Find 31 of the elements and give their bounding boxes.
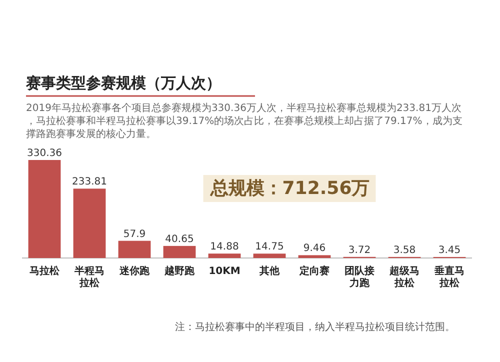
data-label: 14.88 [210, 242, 239, 253]
x-tick-label: 垂直马拉松 [434, 265, 464, 289]
x-tick-label: 定向赛 [298, 265, 330, 277]
bar [298, 255, 331, 258]
x-tick-label: 其他 [258, 265, 280, 277]
bar [208, 254, 241, 258]
data-label: 3.58 [393, 244, 416, 256]
chart-subtitle: 2019年马拉松赛事各个项目总参赛规模为330.36万人次，半程马拉松赛事总规模为233.81万人次，马拉松赛事和半程马拉松赛事以39.17%的场次占比，在赛事总规模上却占据了79.17%，成为支撑路跑赛事发展的核心力量。 [26, 102, 462, 140]
chart-title: 赛事类型参赛规模（万人次） [25, 74, 221, 92]
annotation: 总规模：712.56万 [209, 178, 370, 199]
bar [28, 160, 61, 258]
x-tick-label: 团队接力跑 [344, 265, 374, 289]
data-label: 330.36 [27, 148, 62, 159]
bar [73, 188, 106, 258]
bar [118, 240, 151, 258]
bar [253, 254, 286, 258]
x-tick-label: 超级马拉松 [388, 265, 420, 289]
text: 注：马拉松赛事中的半程项目，纳入半程马拉松项目统计范围。 [175, 321, 455, 333]
bar [163, 246, 196, 258]
x-tick-label: 半程马拉松 [74, 265, 104, 289]
x-tick-label: 马拉松 [30, 265, 60, 277]
data-label: 3.72 [348, 244, 371, 256]
data-label: 14.75 [255, 242, 284, 253]
x-tick-label: 越野跑 [164, 265, 196, 277]
data-label: 233.81 [72, 176, 107, 188]
data-label: 9.46 [303, 243, 326, 254]
data-label: 40.65 [165, 234, 194, 245]
x-tick-label: 10KM [208, 266, 240, 277]
data-label: 57.9 [123, 228, 146, 240]
data-label: 3.45 [438, 244, 461, 256]
x-tick-label: 迷你跑 [118, 265, 150, 277]
